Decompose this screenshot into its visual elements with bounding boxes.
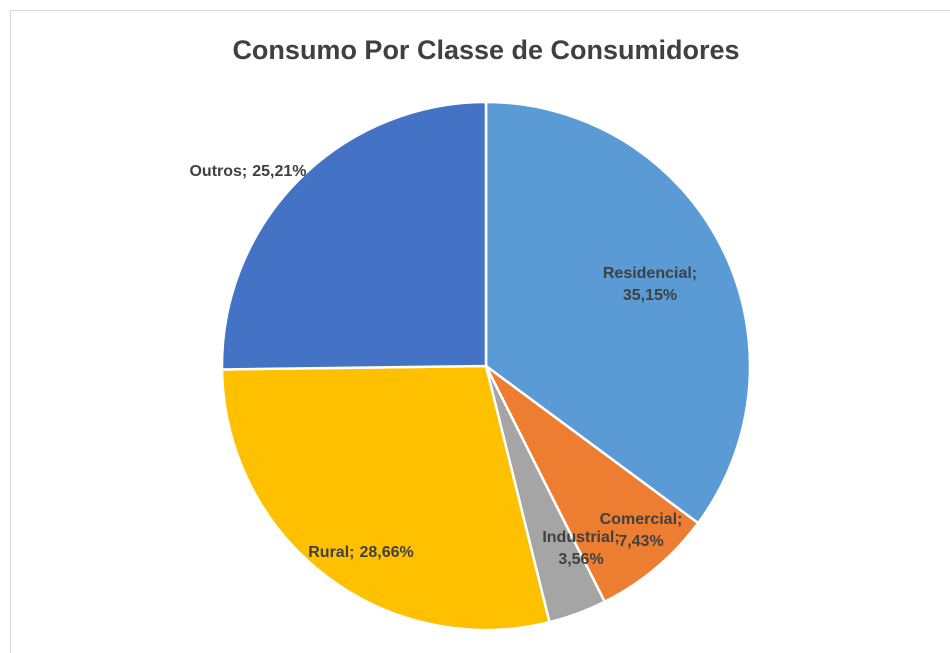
label-value: 25,21% — [252, 163, 306, 180]
data-label: Residencial; 35,15% — [603, 265, 697, 304]
label-value: 28,66% — [359, 544, 413, 561]
label-category: Outros — [189, 163, 242, 180]
data-label: Outros; 25,21% — [189, 163, 306, 180]
label-category: Residencial — [603, 265, 692, 282]
label-separator: ; — [677, 511, 682, 528]
pie-slice — [484, 100, 752, 525]
pie-slice — [220, 364, 551, 632]
data-label: Rural; 28,66% — [308, 544, 414, 561]
data-label: Industrial; 3,56% — [542, 529, 619, 568]
data-label: Comercial; 7,43% — [600, 511, 683, 550]
label-separator: ; — [349, 544, 354, 561]
label-value: 7,43% — [618, 533, 663, 550]
label-category: Rural — [308, 544, 349, 561]
chart-title: Consumo Por Classe de Consumidores — [232, 35, 739, 65]
label-value: 35,15% — [623, 287, 677, 304]
pie-slice — [220, 100, 488, 371]
label-separator: ; — [692, 265, 697, 282]
pie-slice — [484, 364, 700, 604]
label-category: Comercial — [600, 511, 677, 528]
label-separator: ; — [242, 163, 247, 180]
label-category: Industrial — [542, 529, 614, 546]
label-value: 3,56% — [558, 551, 603, 568]
label-separator: ; — [614, 529, 619, 546]
